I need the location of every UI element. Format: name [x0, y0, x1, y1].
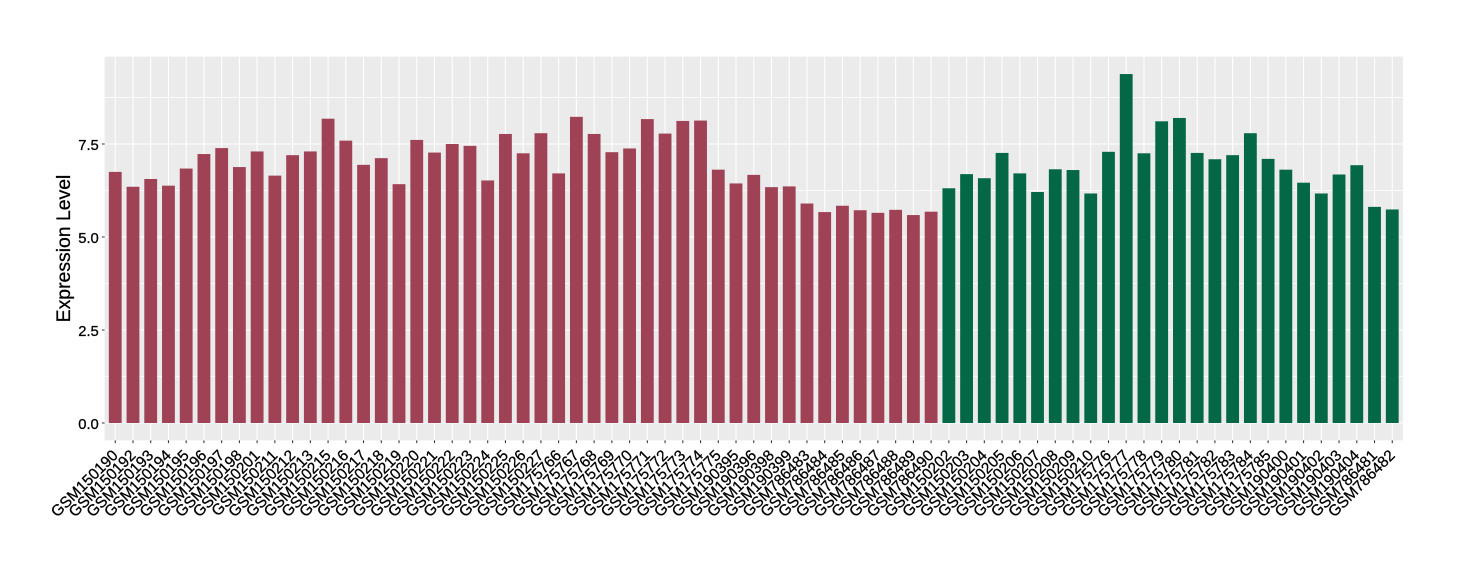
svg-text:2.5: 2.5 [78, 324, 99, 340]
svg-text:7.5: 7.5 [78, 138, 99, 154]
svg-text:5.0: 5.0 [78, 231, 99, 247]
svg-text:0.0: 0.0 [78, 417, 99, 433]
svg-text:Expression Level: Expression Level [53, 175, 75, 323]
